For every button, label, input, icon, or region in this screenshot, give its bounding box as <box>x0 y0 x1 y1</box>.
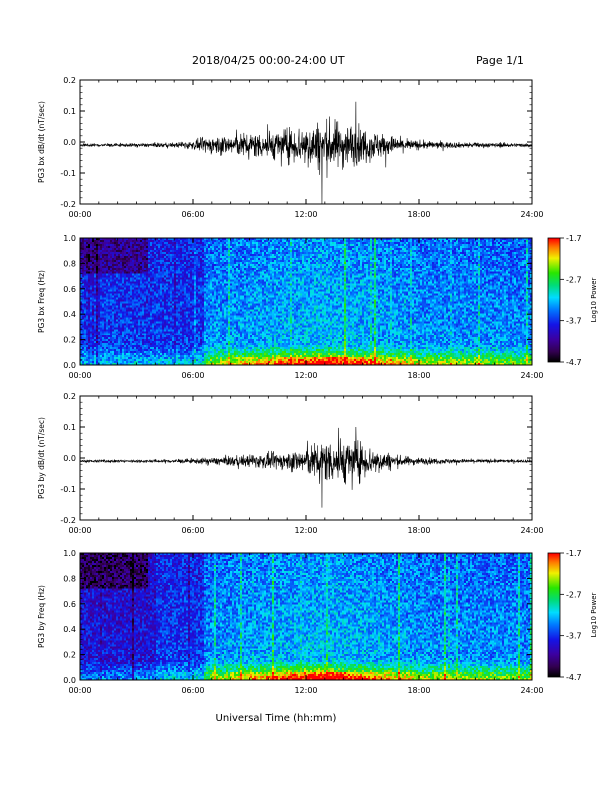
panel-1-axes: 00:00 06:00 12:00 18:00 24:00 -0.2 -0.1 0.0 0.1 0… <box>37 76 544 219</box>
figure-title: 2018/04/25 00:00-24:00 UT <box>192 54 345 67</box>
x-tick-label: 24:00 <box>520 371 543 380</box>
colorbar-label: Log10 Power <box>590 592 598 637</box>
x-tick-label: 18:00 <box>407 526 430 535</box>
colorbar-frame <box>547 552 561 678</box>
colorbar-tick-label: -3.7 <box>566 632 582 641</box>
bx-colorbar <box>548 238 560 362</box>
x-tick-label: 06:00 <box>181 210 204 219</box>
y-tick-label: 0.2 <box>63 336 76 345</box>
x-tick-label: 18:00 <box>407 686 430 695</box>
y-tick-label: 0.4 <box>63 625 76 634</box>
colorbar-frame <box>547 237 561 363</box>
x-tick-label: 12:00 <box>294 686 317 695</box>
y-tick-label: 0.6 <box>63 600 76 609</box>
x-tick-label: 00:00 <box>68 371 91 380</box>
y-tick-label: 0.2 <box>63 392 76 401</box>
colorbar-label: Log10 Power <box>590 277 598 322</box>
x-tick-label: 18:00 <box>407 210 430 219</box>
y-tick-label: 0.8 <box>63 259 76 268</box>
x-tick-label: 00:00 <box>68 210 91 219</box>
y-tick-label: 0.0 <box>63 454 76 463</box>
series-line-1 <box>79 101 533 205</box>
x-tick-label: 12:00 <box>294 210 317 219</box>
panel-frame <box>79 395 533 521</box>
y-tick-label: -0.2 <box>60 516 76 525</box>
x-tick-label: 06:00 <box>181 371 204 380</box>
colorbar-tick-label: -4.7 <box>566 358 582 367</box>
y-tick-label: -0.2 <box>60 200 76 209</box>
colorbar-2-axis: -1.7 -2.7 -3.7 -4.7 Log10 Power <box>547 234 598 367</box>
y-tick-label: 0.0 <box>63 676 76 685</box>
y-tick-label: 0.2 <box>63 651 76 660</box>
x-tick-label: 12:00 <box>294 371 317 380</box>
x-tick-label: 00:00 <box>68 686 91 695</box>
y-axis-label: PG3 by dB/dt (nT/sec) <box>37 417 46 499</box>
y-axis-label: PG3 bx dB/dt (nT/sec) <box>37 101 46 183</box>
y-tick-label: -0.1 <box>60 485 76 494</box>
y-tick-label: 0.8 <box>63 574 76 583</box>
y-axis-label: PG3 by Freq (Hz) <box>37 585 46 648</box>
panel-3-axes: 00:00 06:00 12:00 18:00 24:00 -0.2 -0.1 0.0 0.1 0… <box>37 392 544 535</box>
bx-spectrogram-image <box>80 238 532 365</box>
y-tick-label: 0.0 <box>63 361 76 370</box>
x-tick-label: 24:00 <box>520 210 543 219</box>
y-tick-label: 0.4 <box>63 310 76 319</box>
x-tick-label: 12:00 <box>294 526 317 535</box>
panel-frame <box>79 79 533 205</box>
colorbar-tick-label: -1.7 <box>566 234 582 243</box>
y-axis-label: PG3 bx Freq (Hz) <box>37 270 46 333</box>
panel-frame <box>79 237 533 366</box>
x-tick-label: 00:00 <box>68 526 91 535</box>
x-tick-label: 24:00 <box>520 526 543 535</box>
y-tick-label: 0.1 <box>63 107 76 116</box>
x-tick-label: 06:00 <box>181 526 204 535</box>
panel-4-axes: 00:00 06:00 12:00 18:00 24:00 0.0 0.2 0.4 0.6 0.8… <box>37 549 544 695</box>
y-tick-label: 1.0 <box>63 234 76 243</box>
y-tick-label: 0.2 <box>63 76 76 85</box>
page-label: Page 1/1 <box>476 54 524 67</box>
colorbar-4-axis: -1.7 -2.7 -3.7 -4.7 Log10 Power <box>547 549 598 682</box>
colorbar-tick-label: -2.7 <box>566 590 582 599</box>
y-tick-label: 1.0 <box>63 549 76 558</box>
colorbar-tick-label: -3.7 <box>566 317 582 326</box>
by-spectrogram-image <box>80 553 532 680</box>
x-tick-label: 18:00 <box>407 371 430 380</box>
x-tick-label: 24:00 <box>520 686 543 695</box>
colorbar-tick-label: -4.7 <box>566 673 582 682</box>
series-line-3 <box>79 426 533 508</box>
x-tick-label: 06:00 <box>181 686 204 695</box>
by-colorbar <box>548 553 560 677</box>
panel-frame <box>79 552 533 681</box>
colorbar-tick-label: -1.7 <box>566 549 582 558</box>
y-tick-label: 0.0 <box>63 138 76 147</box>
colorbar-tick-label: -2.7 <box>566 275 582 284</box>
y-tick-label: 0.1 <box>63 423 76 432</box>
x-axis-title: Universal Time (hh:mm) <box>216 713 337 724</box>
panel-2-axes: 00:00 06:00 12:00 18:00 24:00 0.0 0.2 0.4 0.6 0.8… <box>37 234 544 380</box>
y-tick-label: 0.6 <box>63 285 76 294</box>
y-tick-label: -0.1 <box>60 169 76 178</box>
